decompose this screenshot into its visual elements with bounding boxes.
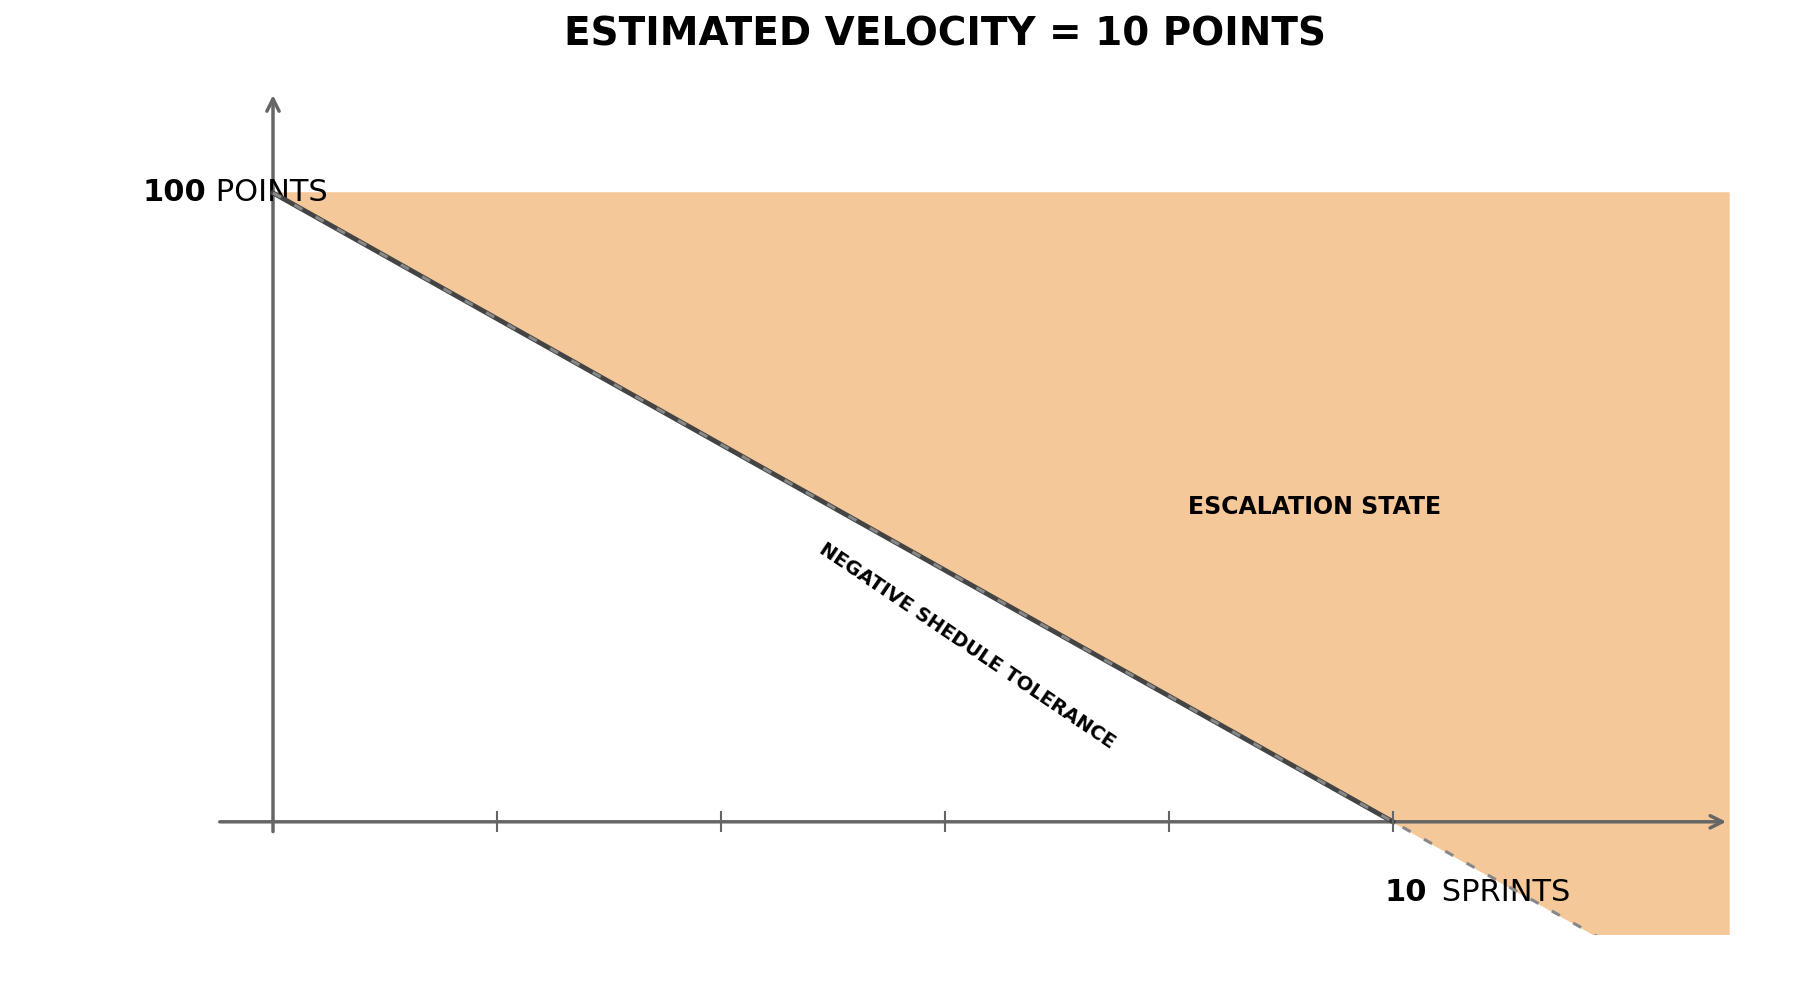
Text: 100: 100 <box>142 178 205 207</box>
Text: 10: 10 <box>1384 878 1427 907</box>
Text: ESCALATION STATE: ESCALATION STATE <box>1188 495 1442 519</box>
Polygon shape <box>274 193 1730 1000</box>
Title: ESTIMATED VELOCITY = 10 POINTS: ESTIMATED VELOCITY = 10 POINTS <box>563 15 1327 53</box>
Text: NEGATIVE SHEDULE TOLERANCE: NEGATIVE SHEDULE TOLERANCE <box>815 539 1120 752</box>
Text: SPRINTS: SPRINTS <box>1433 878 1571 907</box>
Polygon shape <box>274 193 1393 822</box>
Text: POINTS: POINTS <box>205 178 328 207</box>
